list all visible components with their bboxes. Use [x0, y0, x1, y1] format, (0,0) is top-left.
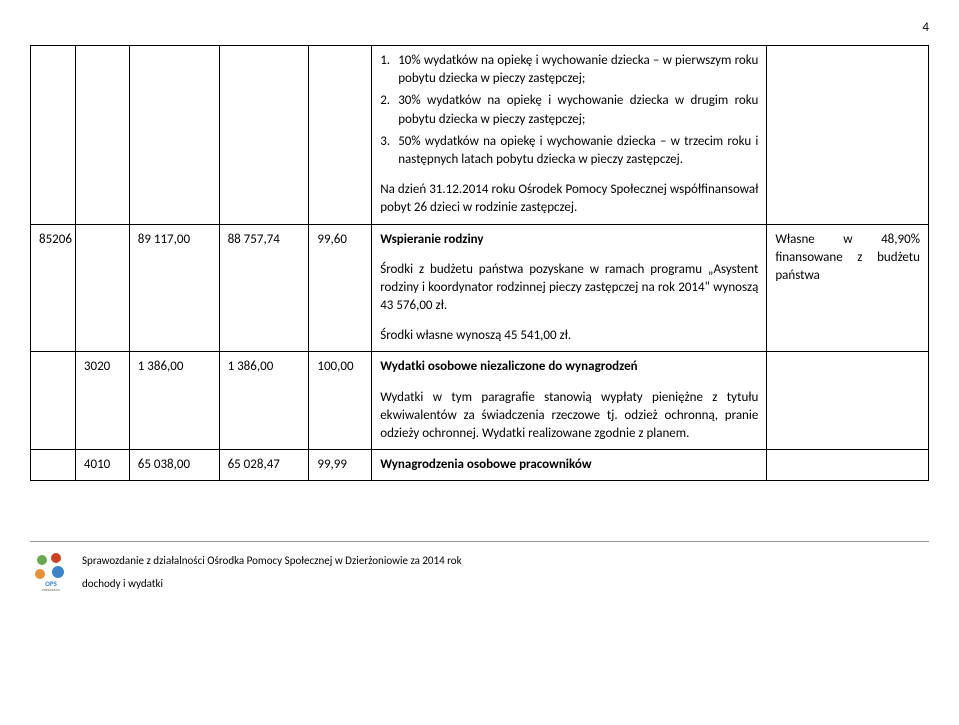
row-title: Wspieranie rodziny: [380, 231, 758, 249]
list-item: 1. 10% wydatków na opiekę i wychowanie d…: [380, 52, 758, 88]
cell-empty: [219, 46, 309, 225]
svg-text:DZIERŻONIÓW: DZIERŻONIÓW: [42, 587, 60, 592]
cell-empty: [767, 450, 929, 481]
cell-note: Własne w 48,90% finansowane z budżetu pa…: [767, 224, 929, 352]
cell-code: 85206: [31, 224, 76, 352]
cell-empty: [31, 352, 76, 450]
cell-description: Wydatki osobowe niezaliczone do wynagrod…: [372, 352, 767, 450]
cell-empty: [309, 46, 372, 225]
table-row: 85206 89 117,00 88 757,74 99,60 Wspieran…: [31, 224, 929, 352]
paragraph: Wydatki w tym paragrafie stanowią wypłat…: [380, 389, 758, 444]
table-row: 4010 65 038,00 65 028,47 99,99 Wynagrodz…: [31, 450, 929, 481]
table-row: 1. 10% wydatków na opiekę i wychowanie d…: [31, 46, 929, 225]
table-row: 3020 1 386,00 1 386,00 100,00 Wydatki os…: [31, 352, 929, 450]
cell-subcode: 4010: [75, 450, 129, 481]
paragraph: Środki własne wynoszą 45 541,00 zł.: [380, 327, 758, 345]
list-number: 1.: [380, 52, 398, 88]
list-text: 30% wydatków na opiekę i wychowanie dzie…: [398, 92, 758, 128]
footer-line-1: Sprawozdanie z działalności Ośrodka Pomo…: [82, 553, 462, 570]
data-table: 1. 10% wydatków na opiekę i wychowanie d…: [30, 45, 929, 481]
page-footer: OPS DZIERŻONIÓW Sprawozdanie z działalno…: [30, 541, 929, 592]
list-item: 3. 50% wydatków na opiekę i wychowanie d…: [380, 133, 758, 169]
row-title: Wynagrodzenia osobowe pracowników: [380, 456, 758, 474]
cell-empty: [129, 46, 219, 225]
cell-empty: [767, 352, 929, 450]
cell-percent: 99,60: [309, 224, 372, 352]
list-number: 2.: [380, 92, 398, 128]
cell-empty: [75, 224, 129, 352]
paragraph: Na dzień 31.12.2014 roku Ośrodek Pomocy …: [380, 181, 758, 217]
cell-amount: 65 038,00: [129, 450, 219, 481]
cell-description: Wynagrodzenia osobowe pracowników: [372, 450, 767, 481]
list-number: 3.: [380, 133, 398, 169]
cell-empty: [75, 46, 129, 225]
cell-subcode: 3020: [75, 352, 129, 450]
cell-amount: 65 028,47: [219, 450, 309, 481]
list-text: 10% wydatków na opiekę i wychowanie dzie…: [398, 52, 758, 88]
cell-amount: 1 386,00: [219, 352, 309, 450]
svg-text:OPS: OPS: [45, 579, 57, 588]
cell-description: 1. 10% wydatków na opiekę i wychowanie d…: [372, 46, 767, 225]
cell-amount: 89 117,00: [129, 224, 219, 352]
ops-logo-icon: OPS DZIERŻONIÓW: [30, 550, 72, 592]
cell-percent: 100,00: [309, 352, 372, 450]
cell-empty: [31, 46, 76, 225]
footer-line-2: dochody i wydatki: [82, 576, 462, 593]
cell-empty: [767, 46, 929, 225]
row-title: Wydatki osobowe niezaliczone do wynagrod…: [380, 358, 758, 376]
paragraph: Środki z budżetu państwa pozyskane w ram…: [380, 261, 758, 316]
list-text: 50% wydatków na opiekę i wychowanie dzie…: [398, 133, 758, 169]
cell-amount: 1 386,00: [129, 352, 219, 450]
cell-amount: 88 757,74: [219, 224, 309, 352]
cell-description: Wspieranie rodziny Środki z budżetu pańs…: [372, 224, 767, 352]
list-item: 2. 30% wydatków na opiekę i wychowanie d…: [380, 92, 758, 128]
page-number: 4: [30, 20, 929, 35]
footer-text: Sprawozdanie z działalności Ośrodka Pomo…: [82, 553, 462, 592]
cell-percent: 99,99: [309, 450, 372, 481]
cell-empty: [31, 450, 76, 481]
